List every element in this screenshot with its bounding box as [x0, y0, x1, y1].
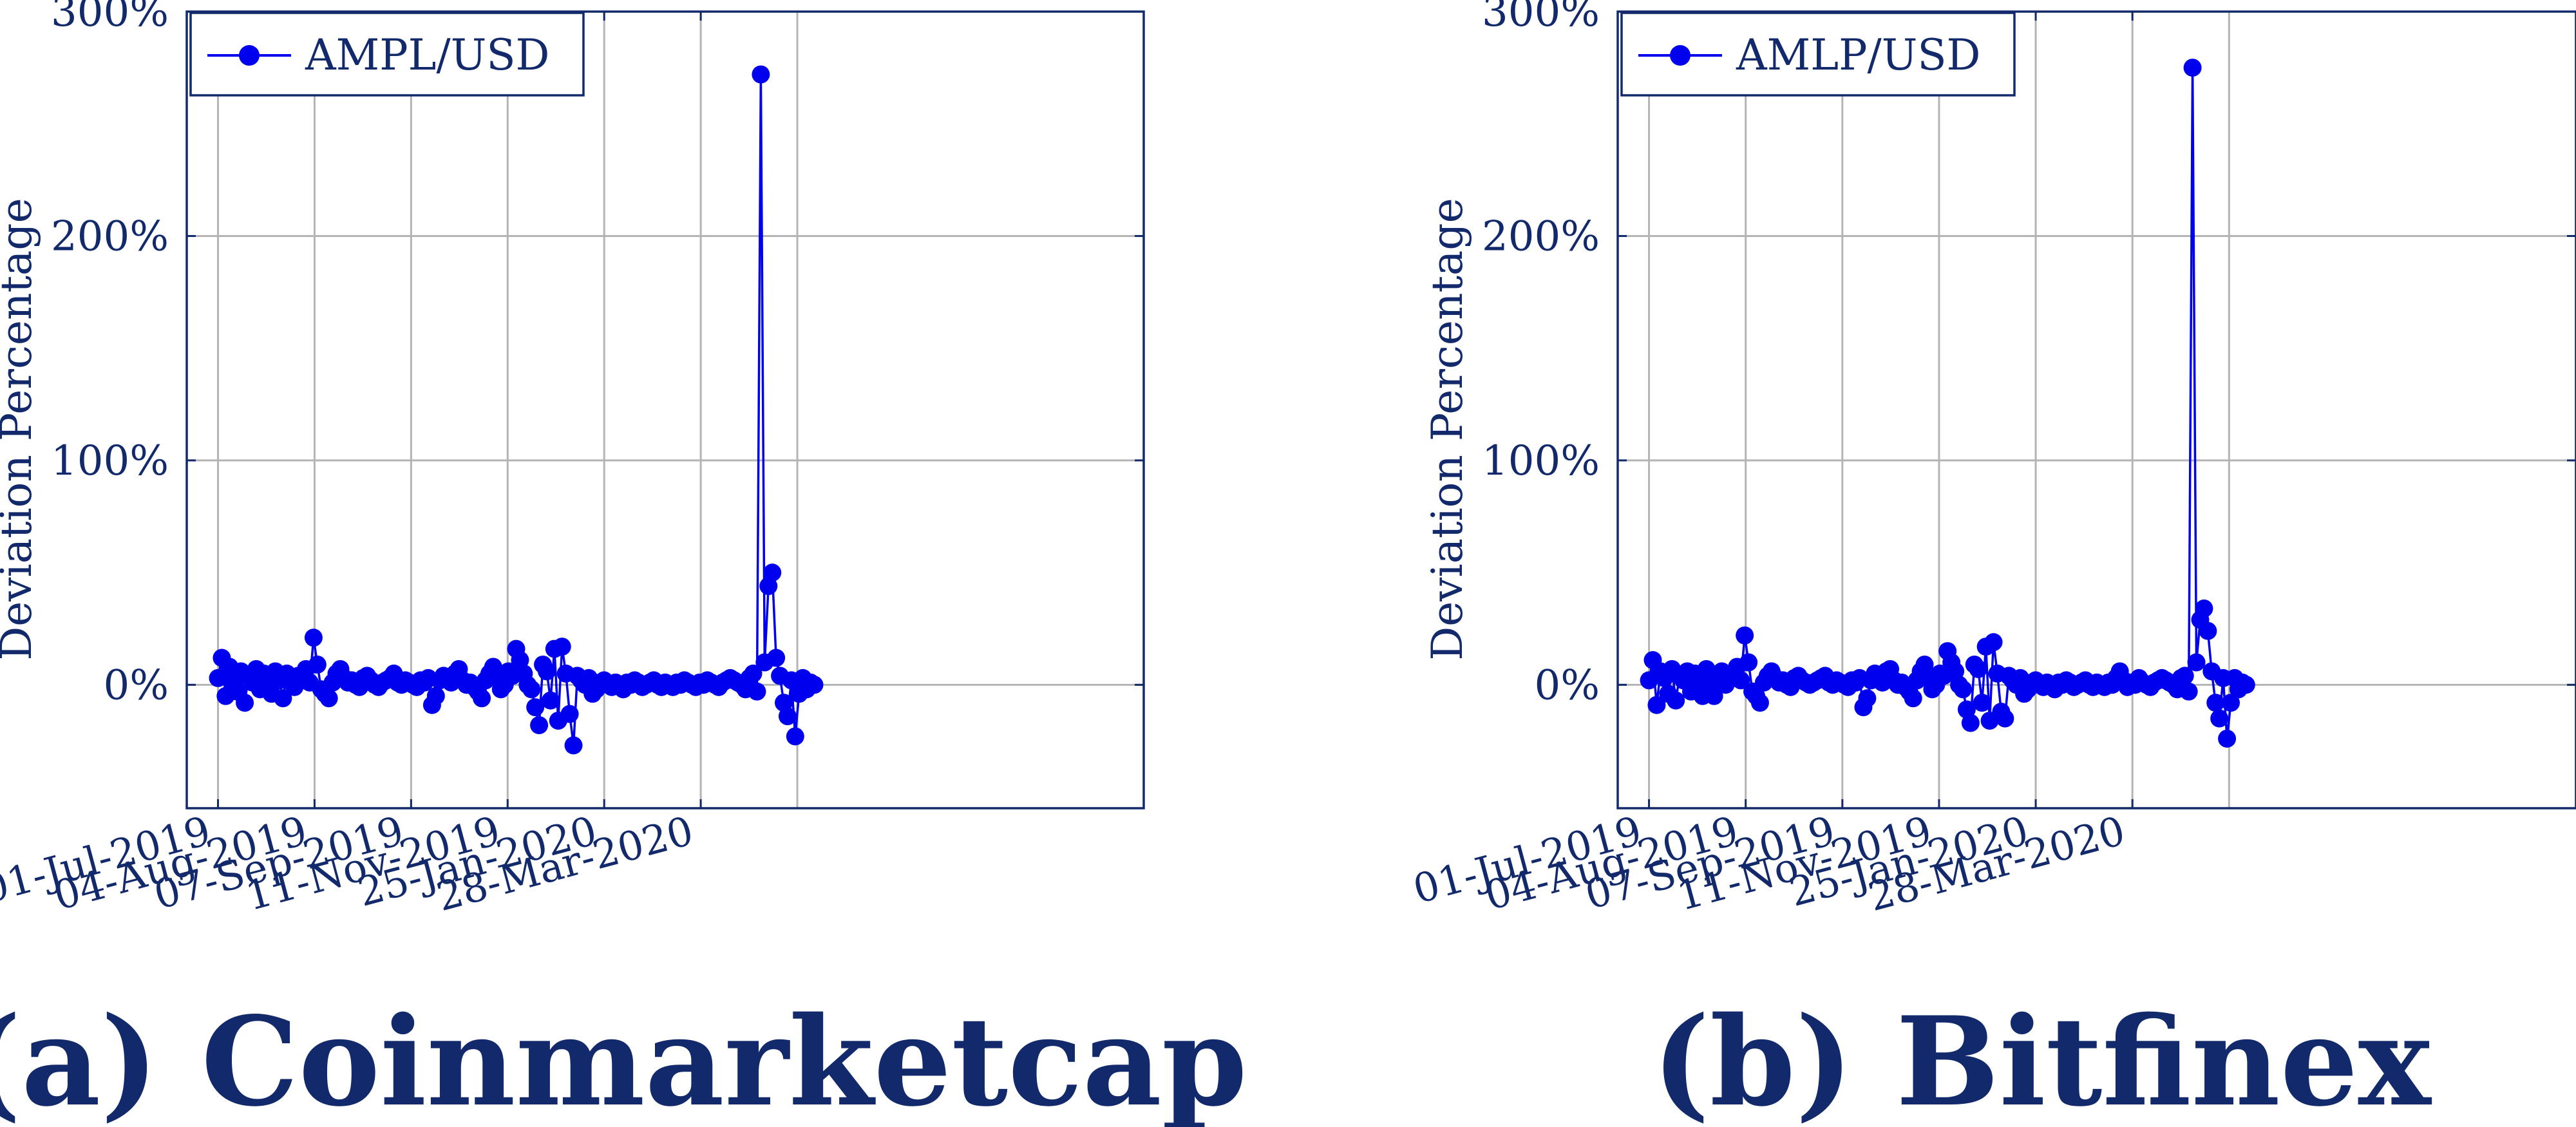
y-tick-label: 100% [1482, 437, 1600, 485]
data-point [778, 707, 797, 726]
plot-frame [1616, 10, 2576, 810]
data-point [1858, 689, 1877, 708]
panel-caption: (b) Bitfinex [1652, 990, 2432, 1127]
data-point [560, 705, 579, 723]
legend-marker [239, 45, 260, 66]
y-tick-label: 100% [51, 437, 169, 485]
data-point [304, 629, 323, 647]
y-tick-label: 200% [51, 213, 169, 260]
y-axis-label: Deviation Percentage [1423, 198, 1472, 660]
data-point [522, 680, 541, 699]
data-point [236, 694, 254, 712]
data-point [2210, 709, 2229, 728]
data-point [2195, 599, 2213, 618]
legend-marker [1670, 45, 1690, 66]
data-point [2199, 621, 2217, 640]
data-point [2206, 694, 2225, 712]
data-point [553, 638, 571, 656]
legend-label: AMPL/USD [305, 30, 549, 80]
data-point [1667, 691, 1685, 710]
data-point [319, 689, 338, 708]
data-point [748, 682, 766, 701]
data-point [2183, 59, 2202, 77]
data-point [1647, 696, 1666, 714]
data-point [426, 687, 445, 705]
data-point [537, 662, 556, 681]
data-point [473, 689, 491, 708]
data-point [526, 698, 545, 717]
data-point [2237, 676, 2255, 694]
data-point [752, 65, 770, 84]
y-tick-label: 200% [1482, 213, 1600, 260]
data-point [1961, 714, 1980, 732]
data-point [786, 727, 804, 746]
data-point [1996, 709, 2014, 728]
y-tick-label: 0% [1534, 661, 1600, 709]
data-point [805, 676, 824, 694]
data-point [308, 655, 327, 674]
data-point [1750, 694, 1769, 712]
data-point [763, 564, 782, 582]
data-point [1705, 687, 1723, 705]
plot-frame [185, 10, 1145, 810]
data-point [1732, 671, 1750, 690]
y-tick-label: 0% [103, 661, 169, 709]
data-point [2222, 694, 2240, 712]
data-point [1904, 689, 1922, 708]
chart-panel-a: 0%100%200%300%01-Jul-201904-Aug-201907-S… [0, 0, 1247, 1127]
y-tick-label: 300% [1482, 0, 1600, 36]
data-point [744, 664, 762, 683]
data-point [209, 668, 227, 687]
panel-caption: (a) Coinmarketcap [0, 990, 1247, 1127]
data-point [530, 716, 549, 735]
data-point [1953, 680, 1972, 699]
y-tick-label: 300% [51, 0, 169, 36]
data-point [1984, 633, 2003, 652]
data-point [2179, 682, 2198, 701]
data-point [541, 691, 560, 710]
legend-label: AMLP/USD [1736, 30, 1980, 80]
data-point [1969, 659, 1987, 678]
data-point [274, 689, 292, 708]
data-point [1736, 626, 1754, 645]
chart-panel-b: 0%100%200%300%01-Jul-201904-Aug-201907-S… [1408, 0, 2576, 1127]
data-point [2218, 729, 2237, 748]
data-point [767, 649, 786, 667]
data-point [2175, 667, 2194, 685]
data-point [2187, 653, 2206, 672]
data-point [1973, 694, 1991, 712]
y-axis-label: Deviation Percentage [0, 198, 41, 660]
data-point [1739, 653, 1758, 672]
data-point [564, 736, 583, 755]
